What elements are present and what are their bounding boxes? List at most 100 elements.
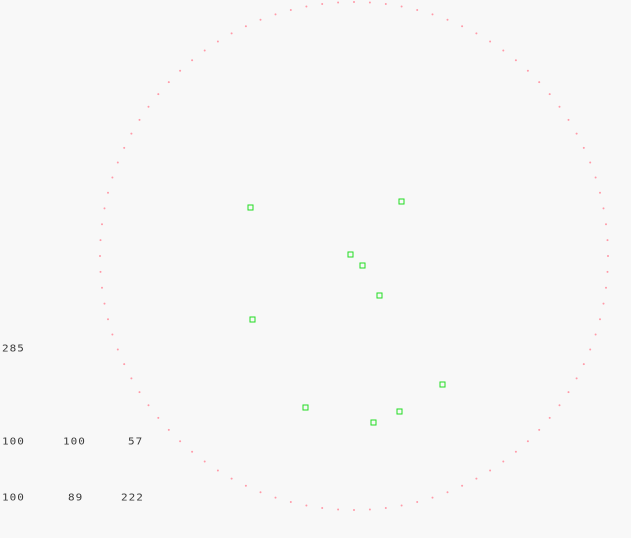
arena-ring-dot — [203, 49, 206, 52]
hud-stat-row1-col3: 57 — [128, 436, 144, 448]
arena-ring-dot — [489, 40, 492, 43]
arena-ring-dot — [431, 13, 434, 16]
arena-ring-dot — [191, 450, 194, 453]
arena-ring-dot — [191, 59, 194, 62]
arena-ring-dot — [538, 428, 541, 431]
arena-ring-dot — [123, 146, 126, 149]
arena-ring-dot — [502, 460, 505, 463]
target-marker[interactable] — [359, 262, 366, 269]
arena-ring-dot — [353, 509, 355, 511]
arena-ring-dot — [353, 1, 355, 3]
arena-ring-dot — [558, 404, 561, 407]
arena-ring-dot — [567, 118, 570, 121]
arena-ring-dot — [116, 161, 119, 164]
arena-ring-dot — [400, 5, 403, 8]
arena-ring-dot — [130, 132, 133, 135]
target-marker[interactable] — [247, 204, 254, 211]
arena-ring-dot — [567, 391, 570, 394]
arena-ring-dot — [606, 270, 609, 273]
arena-ring-dot — [111, 333, 114, 336]
hud-stat-row1-col2: 100 — [63, 436, 86, 448]
arena-ring-dot — [400, 504, 403, 507]
arena-ring-dot — [514, 450, 517, 453]
target-marker[interactable] — [439, 381, 446, 388]
arena-ring-dot — [130, 377, 133, 380]
arena-ring-dot — [582, 146, 585, 149]
arena-ring-dot — [107, 191, 109, 194]
arena-ring-dot — [99, 255, 101, 257]
target-marker[interactable] — [396, 408, 403, 415]
arena-ring-dot — [594, 176, 597, 179]
arena-ring-dot — [274, 13, 277, 16]
arena-ring-dot — [475, 477, 478, 480]
arena-ring-dot — [179, 440, 182, 443]
arena-ring-dot — [157, 93, 160, 96]
arena-ring-dot — [605, 223, 607, 226]
arena-ring-dot — [99, 270, 102, 273]
arena-ring-dot — [167, 81, 170, 84]
target-marker[interactable] — [398, 198, 405, 205]
arena-ring-dot — [107, 318, 109, 321]
arena-ring-dot — [548, 93, 551, 96]
arena-ring-dot — [216, 469, 219, 472]
arena-ring-dot — [582, 363, 585, 366]
arena-ring-dot — [99, 239, 102, 242]
arena-ring-dot — [101, 223, 103, 226]
arena-ring-dot — [289, 9, 292, 11]
arena-ring-dot — [289, 501, 292, 503]
hud-stat-row2-col3: 222 — [121, 492, 144, 504]
arena-ring-dot — [138, 391, 141, 394]
arena-ring-dot — [230, 477, 233, 480]
hud-stat-row1-col1: 100 — [2, 436, 25, 448]
arena-ring-dot — [526, 440, 529, 443]
arena-ring-dot — [368, 508, 371, 511]
arena-ring-dot — [157, 416, 160, 419]
arena-ring-dot — [602, 302, 605, 305]
arena-ring-dot — [475, 32, 478, 35]
arena-ring-dot — [526, 69, 529, 72]
arena-ring-dot — [514, 59, 517, 62]
arena-ring-dot — [337, 508, 340, 511]
arena-ring-dot — [599, 191, 601, 194]
arena-ring-dot — [368, 1, 371, 4]
arena-ring-dot — [589, 161, 592, 164]
targets-layer — [247, 198, 446, 426]
arena-ring-dot — [502, 49, 505, 52]
arena-ring-dot — [321, 3, 324, 5]
arena-ring-dot — [305, 5, 308, 8]
arena-ring-dot — [305, 504, 308, 507]
arena-ring-dot — [259, 491, 262, 494]
arena-ring-dot — [147, 105, 150, 108]
arena-ring-dot — [244, 25, 247, 28]
arena-ring-dot — [274, 496, 277, 499]
target-marker[interactable] — [249, 316, 256, 323]
arena-ring-dot — [489, 469, 492, 472]
arena-ring-dot — [558, 105, 561, 108]
target-marker[interactable] — [302, 404, 309, 411]
target-marker[interactable] — [347, 251, 354, 258]
arena-ring-dot — [230, 32, 233, 35]
arena-ring-dot — [538, 81, 541, 84]
arena-ring-dot — [259, 18, 262, 21]
arena-ring-dot — [111, 176, 114, 179]
arena-ring-dot — [431, 496, 434, 499]
arena-ring-dot — [138, 118, 141, 121]
hud-stat-row2-col2: 89 — [68, 492, 84, 504]
arena-ring-dot — [575, 377, 578, 380]
arena-ring-dot — [599, 318, 601, 321]
arena-ring-dot — [244, 484, 247, 487]
arena-ring-dot — [203, 460, 206, 463]
arena-ring-dot — [103, 207, 106, 210]
arena-ring-dot — [337, 1, 340, 4]
arena-ring-dot — [116, 348, 119, 351]
arena-ring-dot — [548, 416, 551, 419]
target-marker[interactable] — [376, 292, 383, 299]
arena-ring-dot — [123, 363, 126, 366]
arena-ring-dot — [416, 501, 419, 503]
arena-ring-dot — [606, 239, 609, 242]
arena-ring-dot — [384, 3, 387, 5]
target-marker[interactable] — [370, 419, 377, 426]
arena-ring-dot — [575, 132, 578, 135]
arena-ring-dot — [594, 333, 597, 336]
